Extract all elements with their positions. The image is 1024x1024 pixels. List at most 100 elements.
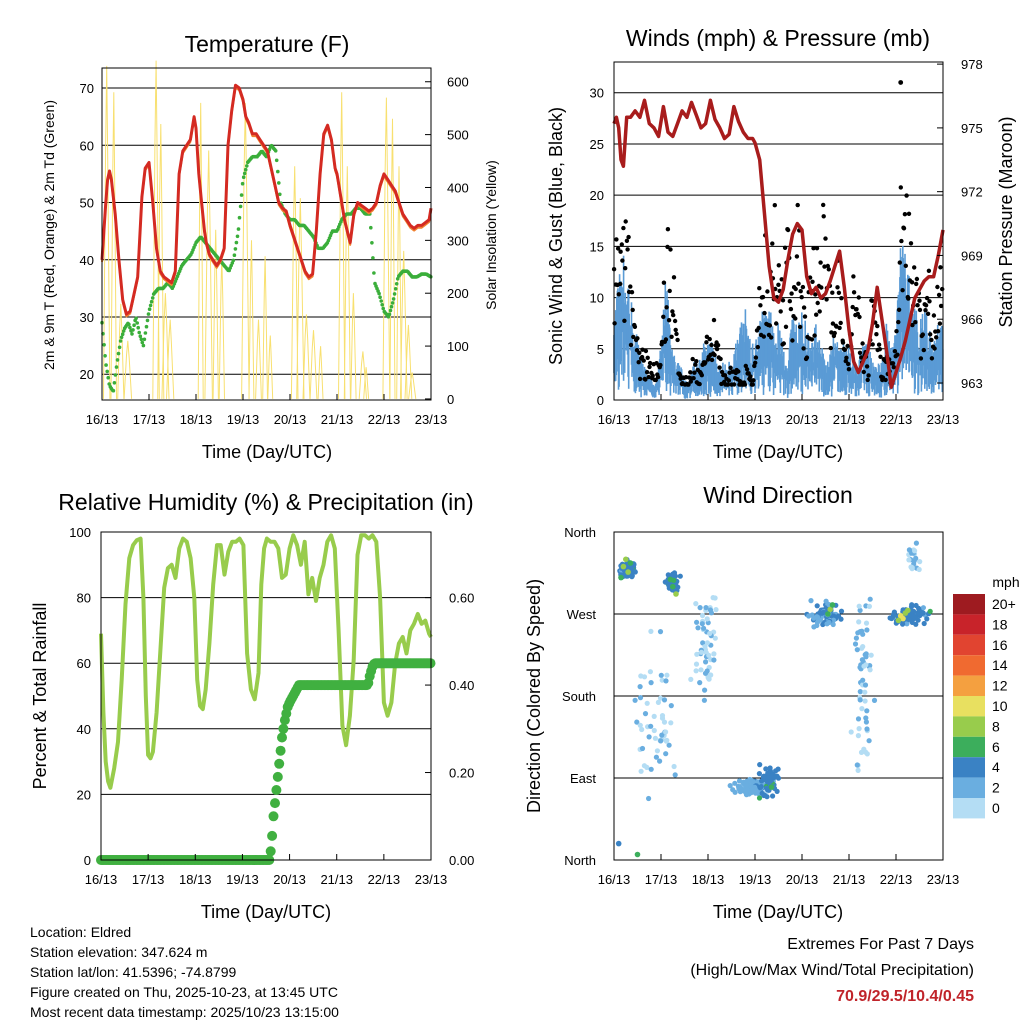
gust-point [647,364,652,370]
direction-point [637,695,644,701]
colorbar-label: 8 [992,718,1000,734]
dewpoint-point [115,358,120,362]
dewpoint-point [104,363,108,367]
precip-point [278,723,289,734]
direction-point [825,611,831,617]
gust-point [876,342,882,347]
gust-point [743,363,748,369]
direction-point [863,715,869,721]
dewpoint-point [379,299,384,303]
colorbar-label: 2 [992,780,1000,796]
humidity-ytick-label: 20 [77,787,91,802]
direction-point [632,569,638,575]
direction-point [695,625,701,631]
gust-point [897,260,902,265]
winds-axis-ticks: 0 5 10 15 20 25 30 963 966 969 972 975 978 [590,57,983,408]
direction-point [910,613,916,619]
gust-point [814,312,819,317]
direction-point [862,682,869,688]
direction-point [623,556,629,563]
humidity-ytick-label: 40 [77,722,91,737]
direction-point [693,601,699,607]
gust-point [810,279,815,284]
direction-point [693,668,699,674]
direction-point [712,595,718,601]
gust-point [917,307,923,313]
x-tick-label: 19/13 [226,872,259,887]
gust-point [667,288,672,294]
gust-point [812,333,817,338]
dewpoint-point [148,303,153,308]
direction-point [860,677,866,683]
direction-point [739,786,745,792]
temperature-ytick-label: 50 [80,196,94,211]
direction-point [905,607,911,614]
direction-point [703,659,709,665]
direction-point [653,754,660,760]
direction-point [703,605,709,611]
direction-point [830,621,836,628]
winds-panel: Winds (mph) & Pressure (mb) 0 5 10 15 20 25 30… [546,25,1016,462]
direction-point [765,770,771,776]
direction-point [671,763,677,770]
x-tick-label: 19/13 [739,412,772,427]
x-tick-label: 20/13 [786,872,819,887]
gust-point [690,356,695,362]
x-tick-label: 21/13 [833,412,866,427]
colorbar-label: 20+ [992,596,1016,612]
direction-point [694,651,700,657]
temperature-panel: Temperature (F) 20 30 40 50 60 70 0 100 200 300 40… [41,31,499,462]
gust-point [891,365,896,370]
direction-point [862,689,868,695]
gust-point [779,277,784,282]
dewpoint-point [387,312,392,317]
direction-point [921,620,927,627]
direction-point [701,697,708,703]
direction-point [761,773,767,779]
temperature-ytick-label: 70 [80,81,94,96]
direction-point [852,641,859,647]
solar-spike [197,102,204,399]
gust-point [686,382,691,387]
direction-point [770,793,776,799]
gust-point [832,330,837,336]
dewpoint-point [372,271,376,275]
gust-point [636,360,641,365]
gust-point [697,381,702,387]
direction-point [644,764,650,771]
winds-ytick-label: 0 [597,393,604,408]
gust-point [814,246,820,251]
direction-point [707,630,713,637]
gust-point [778,309,783,314]
direction-point [668,720,674,726]
direction-tick-label: North [564,853,596,868]
gust-point [717,365,722,370]
gust-point [629,290,635,295]
pressure-ytick-label: 975 [961,121,983,136]
gust-point [643,348,649,354]
direction-point [766,779,772,785]
gust-point [923,303,929,308]
humidity-ytick-label: 100 [69,525,91,540]
gust-point [750,382,755,387]
direction-point [688,676,694,683]
direction-tick-label: West [567,607,597,622]
solar-spike [399,250,408,399]
gust-point [644,370,650,375]
solar-spike [212,229,219,399]
dewpoint-point [235,234,240,239]
direction-point [712,635,718,641]
gust-point [673,327,678,333]
direction-point [732,780,738,786]
direction-point [838,616,844,622]
pressure-ytick-label: 966 [961,312,983,327]
colorbar-label: 12 [992,678,1008,694]
temperature-2m-line [100,83,433,316]
gust-point [902,212,908,217]
colorbar-swatch [953,594,985,615]
dewpoint-point [278,192,282,197]
direction-point [920,605,927,611]
dewpoint-point [381,306,386,311]
dewpoint-point [119,335,124,340]
dewpoint-point [392,292,397,296]
